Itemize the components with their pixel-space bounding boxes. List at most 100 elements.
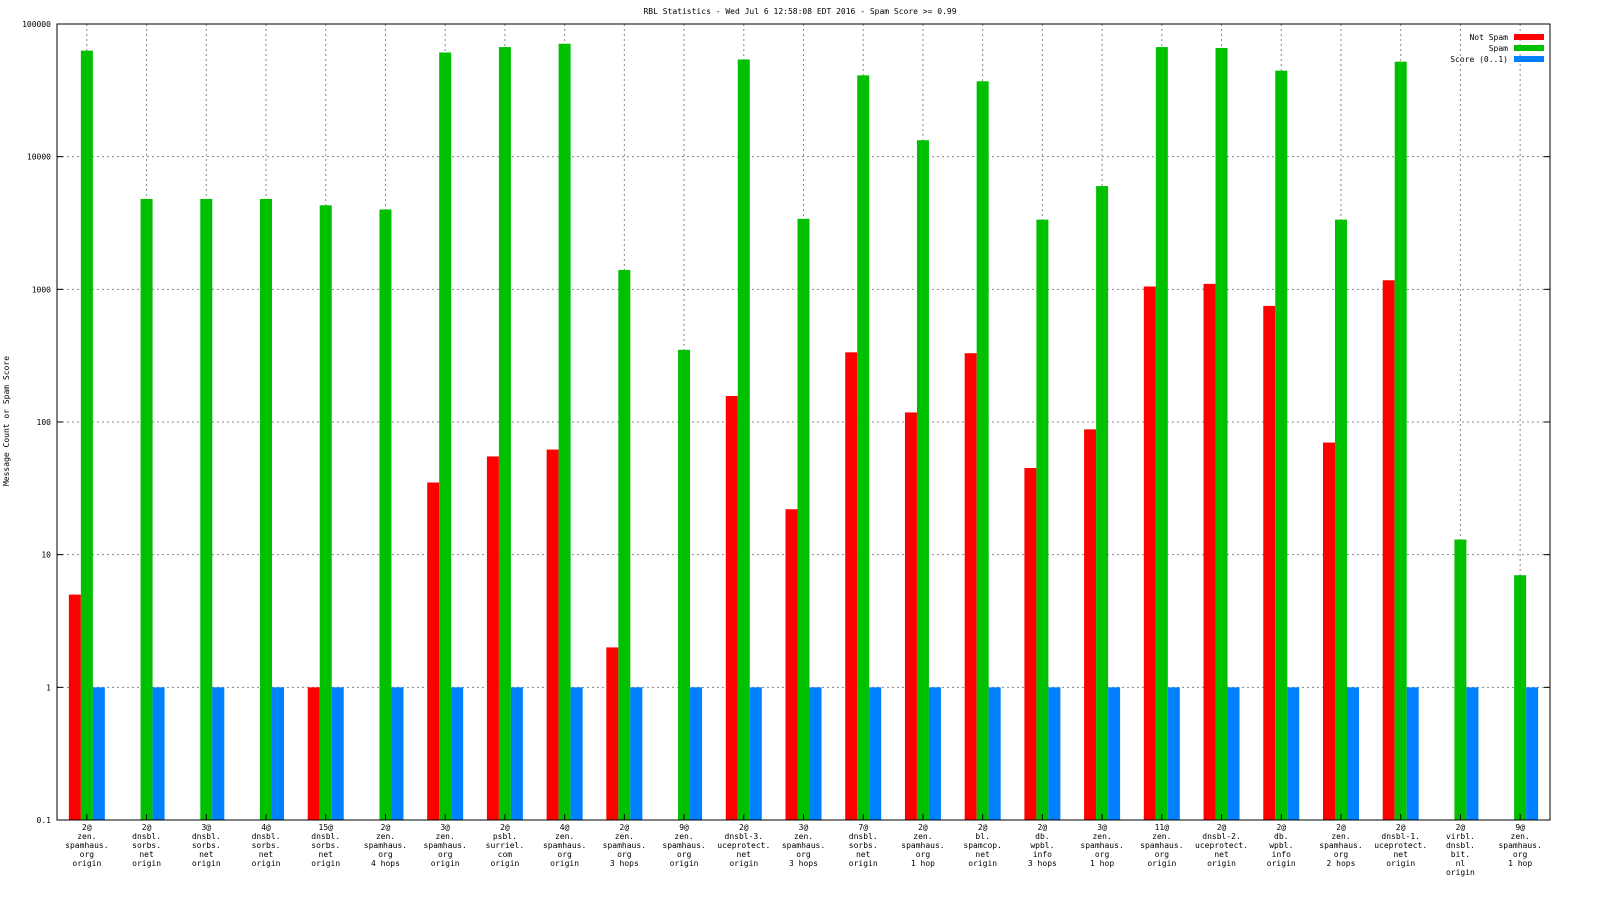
bar-score-0-1 (510, 687, 523, 820)
x-tick-label-line: 2@ (1456, 823, 1466, 832)
x-tick-label-line: 2@ (1396, 823, 1406, 832)
x-tick-label-line: uceprotect. (717, 841, 770, 850)
x-tick-label-line: info (1272, 850, 1291, 859)
legend-swatch (1514, 34, 1544, 40)
x-tick-label-line: origin (1446, 868, 1475, 877)
x-tick-label: 9@ zen. spamhaus. org 1 hop (1498, 823, 1541, 868)
bar-spam (1454, 539, 1467, 820)
bar-spam (1394, 61, 1407, 821)
x-tick-label-line: 2@ (978, 823, 988, 832)
x-tick-label: 2@ virbl. dnsbl. bit. nl origin (1446, 823, 1475, 877)
x-tick-label-line: origin (132, 859, 161, 868)
bar-score-0-1 (630, 687, 643, 820)
x-tick-label-line: spamhaus. (364, 841, 407, 850)
bar-score-0-1 (869, 687, 882, 820)
x-tick-label-line: 4 hops (371, 859, 400, 868)
x-tick-label-line: dnsbl. (132, 832, 161, 841)
x-tick-label-line: origin (311, 859, 340, 868)
bar-score-0-1 (690, 687, 703, 820)
x-tick-label-line: psbl. (493, 832, 517, 841)
x-tick-label-line: org (438, 850, 453, 859)
bar-not-spam (606, 647, 619, 820)
x-tick-label-line: origin (72, 859, 101, 868)
x-tick-label-line: net (259, 850, 274, 859)
x-tick-label-line: 9@ (1515, 823, 1525, 832)
bar-not-spam (845, 352, 858, 820)
x-tick-label-line: spamhaus. (1319, 841, 1362, 850)
bar-not-spam (904, 412, 917, 820)
x-tick-label-line: virbl. (1446, 832, 1475, 841)
x-tick-label-line: org (1095, 850, 1110, 859)
x-tick-label-line: 2 hops (1327, 859, 1356, 868)
x-tick-label-line: sorbs. (252, 841, 281, 850)
x-tick-label: 4@ dnsbl. sorbs. net origin (252, 823, 281, 868)
x-tick-label-line: net (319, 850, 334, 859)
x-tick-label-line: dnsbl. (849, 832, 878, 841)
bar-score-0-1 (212, 687, 225, 820)
bars (68, 43, 1539, 821)
x-tick-label-line: zen. (674, 832, 693, 841)
y-axis-ticks: 0.1 1 10 100 1000 10000 100000 (22, 20, 1550, 825)
x-tick-label-line: zen. (436, 832, 455, 841)
x-tick-label: 4@ zen. spamhaus. org origin (543, 823, 586, 868)
bar-not-spam (1263, 305, 1276, 820)
x-tick-label-line: zen. (1511, 832, 1530, 841)
bar-spam (678, 349, 691, 820)
x-tick-label-line: zen. (615, 832, 634, 841)
x-tick-label-line: spamhaus. (1080, 841, 1123, 850)
x-tick-label-line: 1 hop (911, 859, 935, 868)
x-tick-label-line: net (199, 850, 214, 859)
bar-not-spam (307, 687, 320, 820)
x-tick-label-line: zen. (376, 832, 395, 841)
x-tick-label-line: org (1155, 850, 1170, 859)
y-tick-label: 100 (37, 418, 52, 427)
x-tick-label-line: 2@ (82, 823, 92, 832)
bar-spam (379, 209, 392, 821)
bar-spam (1215, 47, 1228, 821)
x-tick-label-line: spamhaus. (603, 841, 646, 850)
x-tick-label-line: zen. (1152, 832, 1171, 841)
x-tick-label: 2@ dnsbl. sorbs. net origin (132, 823, 161, 868)
bar-score-0-1 (391, 687, 404, 820)
bar-spam (916, 140, 929, 820)
x-tick-label-line: org (378, 850, 393, 859)
x-tick-label-line: uceprotect. (1374, 841, 1427, 850)
x-tick-label-line: spamhaus. (901, 841, 944, 850)
bar-spam (80, 50, 93, 820)
bar-spam (1275, 70, 1288, 821)
x-tick-label-line: zen. (1331, 832, 1350, 841)
x-tick-label-line: spamhaus. (662, 841, 705, 850)
bar-spam (260, 198, 273, 820)
x-tick-label-line: 3 hops (789, 859, 818, 868)
bar-score-0-1 (331, 687, 344, 820)
legend-label: Spam (1489, 44, 1508, 53)
x-tick-label-line: origin (550, 859, 579, 868)
x-tick-label-line: net (856, 850, 871, 859)
x-tick-label-line: spamhaus. (782, 841, 825, 850)
x-tick-label-line: sorbs. (192, 841, 221, 850)
x-tick-label-line: org (617, 850, 632, 859)
x-tick-label-line: 15@ (319, 823, 334, 832)
y-tick-label: 10 (41, 551, 51, 560)
bar-spam (618, 269, 631, 820)
x-tick-label-line: spamhaus. (424, 841, 467, 850)
x-tick-label-line: 2@ (1276, 823, 1286, 832)
x-tick-label: 7@ dnsbl. sorbs. net origin (849, 823, 878, 868)
x-tick-label-line: origin (192, 859, 221, 868)
bar-spam (737, 59, 750, 820)
bar-score-0-1 (1466, 687, 1479, 820)
x-tick-label: 2@ zen. spamhaus. org 1 hop (901, 823, 944, 868)
x-tick-label-line: origin (670, 859, 699, 868)
bar-score-0-1 (809, 687, 822, 820)
bar-score-0-1 (1048, 687, 1061, 820)
x-tick-label-line: 2@ (1336, 823, 1346, 832)
x-tick-label-line: db. (1035, 832, 1049, 841)
bar-not-spam (1084, 429, 1097, 820)
x-tick-label: 2@ dnsbl-1. uceprotect. net origin (1374, 823, 1427, 868)
x-tick-label-line: zen. (77, 832, 96, 841)
bar-spam (976, 81, 989, 821)
x-tick-label: 3@ zen. spamhaus. org 1 hop (1080, 823, 1123, 868)
bar-spam (1334, 219, 1347, 821)
x-tick-label-line: origin (849, 859, 878, 868)
